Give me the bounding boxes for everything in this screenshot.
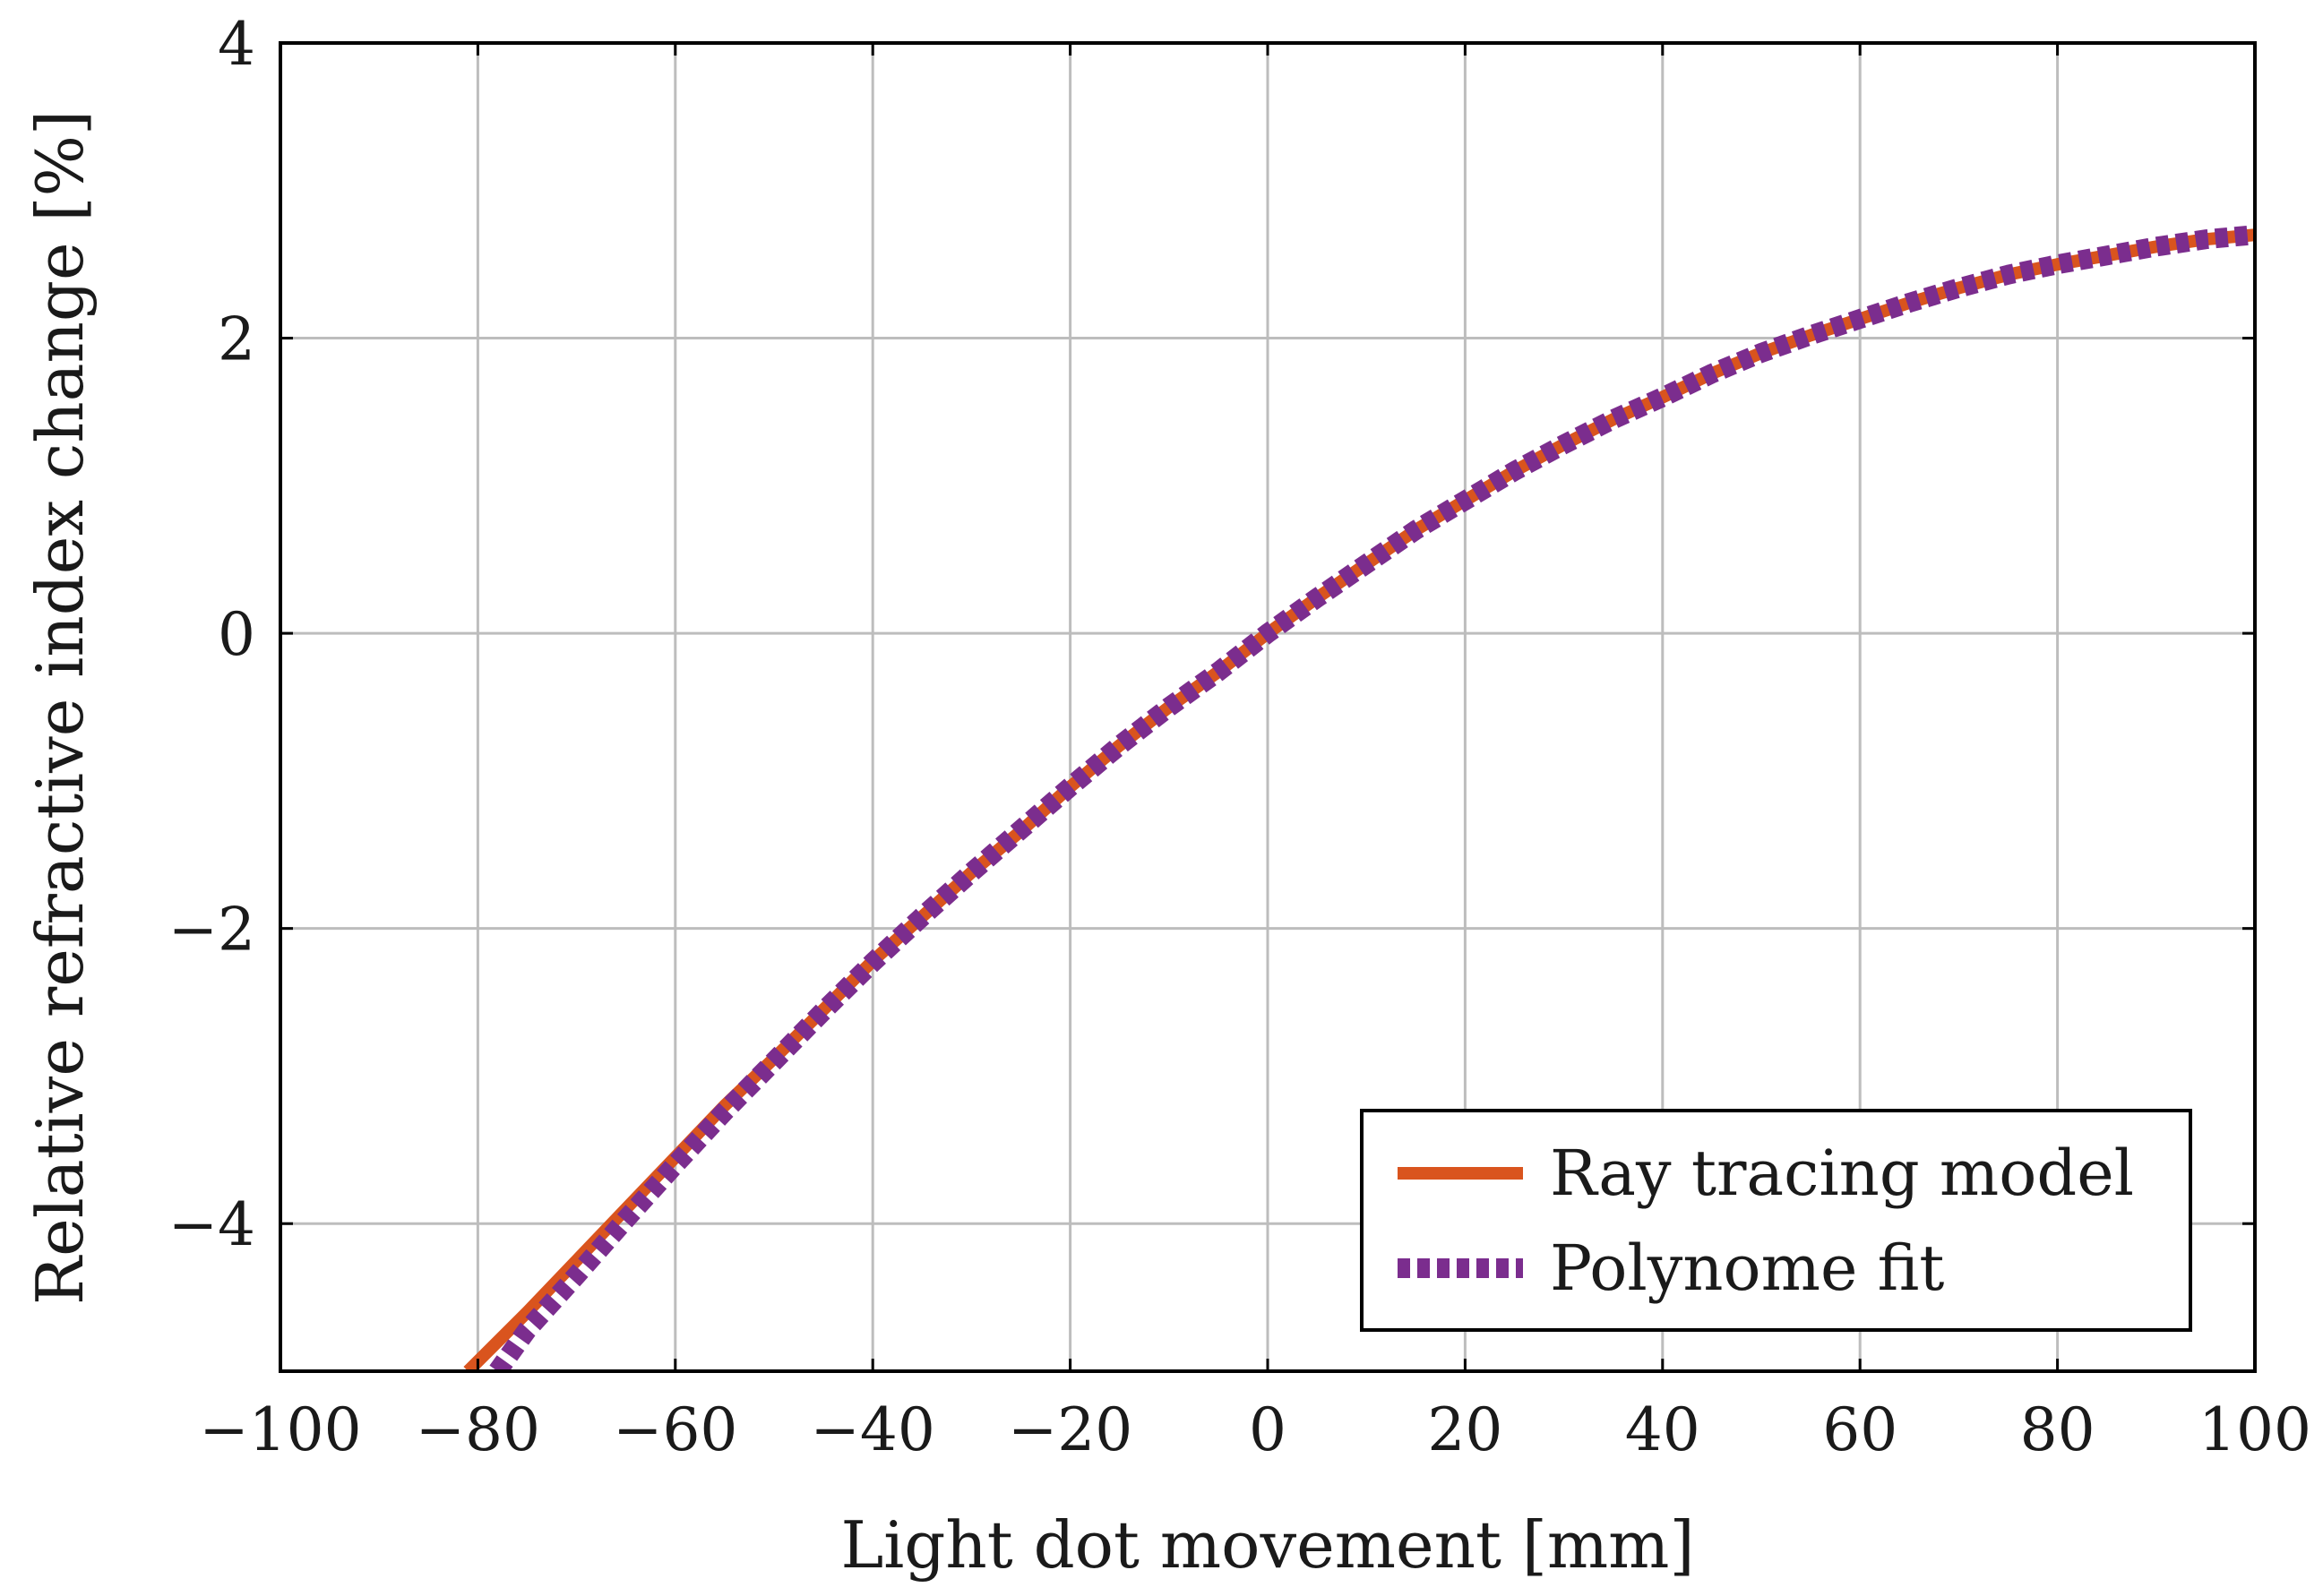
x-tick-label: −20 xyxy=(1008,1395,1132,1464)
series-group xyxy=(463,225,2255,1371)
x-tick-label: 40 xyxy=(1625,1395,1700,1464)
x-tick-label: −40 xyxy=(811,1395,935,1464)
x-tick-label: 20 xyxy=(1427,1395,1502,1464)
x-tick-label: −80 xyxy=(416,1395,540,1464)
y-axis-title: Relative refractive index change [%] xyxy=(22,110,98,1305)
y-tick-label: −2 xyxy=(168,896,255,965)
legend: Ray tracing model Polynome fit xyxy=(1360,1109,2192,1332)
x-tick-label: −60 xyxy=(613,1395,737,1464)
legend-box xyxy=(1360,1109,2192,1332)
x-tick-label: 80 xyxy=(2020,1395,2095,1464)
legend-label-polynome-fit: Polynome fit xyxy=(1550,1231,1944,1305)
x-axis-title: Light dot movement [mm] xyxy=(840,1507,1694,1583)
legend-label-ray-tracing: Ray tracing model xyxy=(1550,1137,2134,1210)
y-tick-label: 4 xyxy=(218,10,255,79)
series-line-polynome-fit xyxy=(489,225,2255,1371)
y-tick-label: 2 xyxy=(218,305,255,374)
x-tick-label: 100 xyxy=(2198,1395,2311,1464)
x-tick-label: 60 xyxy=(1822,1395,1897,1464)
y-tick-label: −4 xyxy=(168,1190,255,1259)
x-tick-label: 0 xyxy=(1249,1395,1286,1464)
y-tick-label: 0 xyxy=(218,600,255,669)
x-tick-label: −100 xyxy=(199,1395,361,1464)
